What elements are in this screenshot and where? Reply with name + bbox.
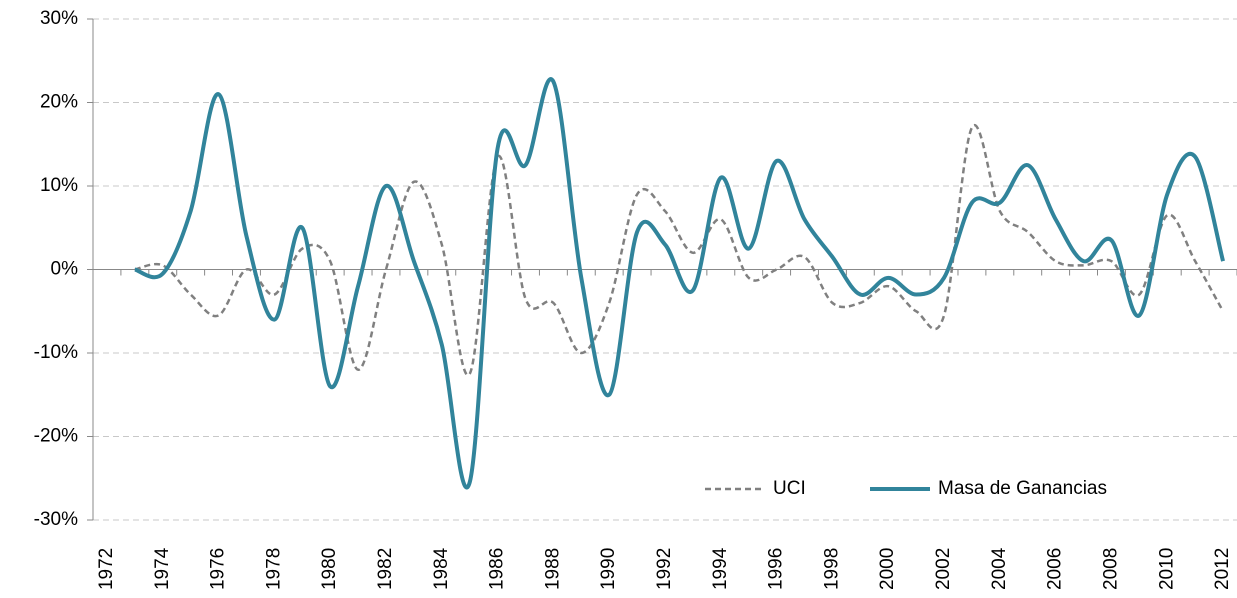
y-tick-label: -30%	[34, 509, 78, 530]
series-line	[134, 123, 1225, 377]
legend-label: UCI	[773, 478, 806, 499]
x-tick-label: 1982	[375, 548, 396, 590]
x-tick-label: 2010	[1156, 548, 1177, 590]
x-tick-label: 2000	[877, 548, 898, 590]
x-tick-label: 1976	[208, 548, 229, 590]
legend-label: Masa de Ganancias	[938, 478, 1107, 499]
x-tick-label: 1980	[319, 548, 340, 590]
series-line	[134, 77, 1225, 490]
x-tick-label: 1986	[487, 548, 508, 590]
x-tick-label: 1974	[152, 547, 173, 590]
x-tick-label: 2012	[1212, 548, 1233, 590]
x-tick-label: 2004	[989, 547, 1010, 590]
x-tick-label: 1996	[766, 548, 787, 590]
x-tick-label: 2002	[933, 548, 954, 590]
y-tick-label: 30%	[40, 8, 78, 29]
x-tick-label: 2008	[1100, 548, 1121, 590]
x-tick-label: 1994	[710, 547, 731, 590]
x-tick-label: 1988	[542, 548, 563, 590]
y-tick-label: 10%	[40, 175, 78, 196]
x-tick-label: 1992	[654, 548, 675, 590]
y-tick-label: 20%	[40, 92, 78, 113]
y-tick-label: -10%	[34, 342, 78, 363]
x-tick-label: 1984	[431, 547, 452, 590]
x-tick-label: 1990	[598, 548, 619, 590]
x-tick-label: 2006	[1045, 548, 1066, 590]
y-tick-label: 0%	[51, 259, 79, 280]
x-tick-label: 1998	[821, 548, 842, 590]
x-tick-label: 1978	[263, 548, 284, 590]
y-tick-label: -20%	[34, 426, 78, 447]
x-tick-label: 1972	[96, 548, 117, 590]
